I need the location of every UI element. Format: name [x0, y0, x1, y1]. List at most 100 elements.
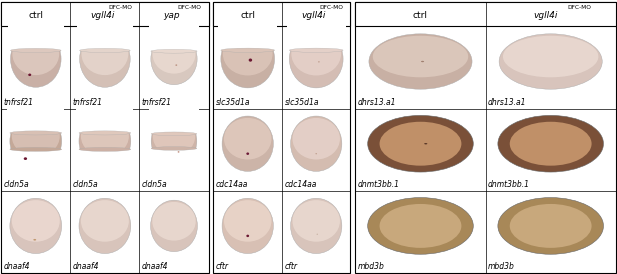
Ellipse shape — [510, 204, 592, 248]
Ellipse shape — [10, 31, 61, 87]
Text: dnmt3bb.1: dnmt3bb.1 — [358, 180, 400, 189]
Ellipse shape — [499, 34, 602, 89]
Ellipse shape — [152, 202, 196, 241]
Text: mbd3b: mbd3b — [488, 262, 515, 271]
Text: dnaaf4: dnaaf4 — [4, 262, 30, 271]
Ellipse shape — [503, 36, 598, 77]
Ellipse shape — [81, 200, 129, 242]
Ellipse shape — [10, 114, 62, 169]
Text: cldn5a: cldn5a — [142, 180, 168, 189]
Ellipse shape — [79, 198, 131, 254]
Text: tnfrsf21: tnfrsf21 — [4, 98, 34, 107]
Text: dhrs13.a1: dhrs13.a1 — [488, 98, 526, 107]
Bar — [77, 100, 133, 133]
Text: vgll4i: vgll4i — [90, 11, 114, 20]
Text: dhrs13.a1: dhrs13.a1 — [358, 98, 396, 107]
Bar — [287, 15, 346, 50]
Ellipse shape — [291, 32, 341, 75]
Ellipse shape — [246, 235, 249, 237]
Ellipse shape — [151, 33, 197, 85]
Ellipse shape — [221, 48, 275, 52]
Text: cftr: cftr — [216, 262, 229, 271]
Ellipse shape — [81, 116, 129, 157]
Text: slc35d1a: slc35d1a — [216, 98, 251, 107]
Ellipse shape — [10, 48, 61, 53]
Ellipse shape — [498, 198, 603, 254]
Text: cdc14aa: cdc14aa — [284, 180, 317, 189]
Ellipse shape — [10, 198, 62, 254]
Ellipse shape — [373, 36, 468, 77]
Ellipse shape — [222, 116, 273, 172]
Ellipse shape — [151, 117, 197, 165]
Ellipse shape — [379, 122, 462, 166]
Ellipse shape — [10, 147, 62, 152]
Ellipse shape — [12, 116, 60, 157]
Text: vgll4i: vgll4i — [301, 11, 326, 20]
Text: cdc14aa: cdc14aa — [216, 180, 248, 189]
Ellipse shape — [368, 115, 473, 172]
Ellipse shape — [80, 48, 130, 53]
Ellipse shape — [317, 234, 318, 235]
Bar — [7, 100, 64, 133]
Ellipse shape — [249, 59, 252, 62]
Text: yap: yap — [163, 11, 180, 20]
Bar — [355, 2, 616, 273]
Text: DFC-MO: DFC-MO — [177, 5, 201, 10]
Bar — [1, 2, 209, 273]
Text: DFC-MO: DFC-MO — [320, 5, 343, 10]
Bar — [77, 16, 133, 50]
Text: dnaaf4: dnaaf4 — [73, 262, 99, 271]
Text: mbd3b: mbd3b — [358, 262, 385, 271]
Bar — [8, 16, 64, 50]
Text: tnfrsf21: tnfrsf21 — [142, 98, 172, 107]
Bar — [213, 2, 350, 273]
Ellipse shape — [368, 198, 473, 254]
Ellipse shape — [510, 122, 592, 166]
Ellipse shape — [12, 200, 60, 242]
Ellipse shape — [315, 153, 317, 154]
Ellipse shape — [151, 132, 197, 136]
Ellipse shape — [33, 239, 36, 241]
Ellipse shape — [291, 198, 342, 254]
Ellipse shape — [151, 49, 197, 53]
Ellipse shape — [221, 30, 275, 88]
Text: DFC-MO: DFC-MO — [108, 5, 132, 10]
Ellipse shape — [222, 198, 273, 254]
Ellipse shape — [151, 200, 197, 252]
Ellipse shape — [175, 64, 177, 66]
Bar — [1, 2, 209, 26]
Ellipse shape — [292, 200, 340, 242]
Ellipse shape — [224, 118, 271, 159]
Bar — [7, 149, 64, 174]
Text: dnmt3bb.1: dnmt3bb.1 — [488, 180, 530, 189]
Ellipse shape — [289, 30, 343, 88]
Ellipse shape — [224, 200, 271, 242]
Ellipse shape — [246, 152, 249, 155]
Ellipse shape — [421, 61, 424, 62]
Ellipse shape — [318, 61, 320, 62]
Bar — [77, 149, 133, 174]
Ellipse shape — [79, 147, 131, 152]
Ellipse shape — [12, 33, 59, 75]
Ellipse shape — [291, 116, 342, 172]
Bar — [355, 2, 616, 26]
Ellipse shape — [79, 114, 131, 169]
Text: DFC-MO: DFC-MO — [568, 5, 591, 10]
Ellipse shape — [223, 32, 273, 75]
Ellipse shape — [151, 147, 197, 150]
Bar — [218, 15, 277, 50]
Ellipse shape — [10, 131, 62, 135]
Text: slc35d1a: slc35d1a — [284, 98, 319, 107]
Ellipse shape — [152, 35, 196, 74]
Text: cldn5a: cldn5a — [73, 180, 99, 189]
Text: cftr: cftr — [284, 262, 297, 271]
Ellipse shape — [379, 204, 462, 248]
Text: tnfrsf21: tnfrsf21 — [73, 98, 103, 107]
Ellipse shape — [292, 118, 340, 159]
Ellipse shape — [289, 48, 343, 52]
Ellipse shape — [79, 131, 131, 135]
Text: ctrl: ctrl — [28, 11, 43, 20]
Ellipse shape — [81, 33, 128, 75]
Ellipse shape — [153, 118, 195, 155]
Ellipse shape — [178, 151, 180, 153]
